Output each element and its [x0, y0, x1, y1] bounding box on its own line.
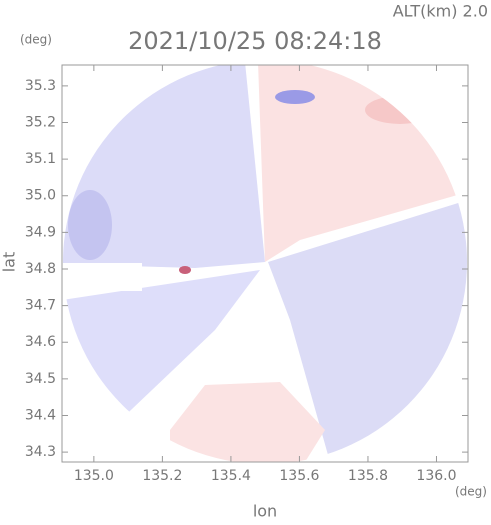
y-tick-label: 34.4 — [25, 407, 56, 423]
y-unit: (deg) — [20, 33, 52, 47]
y-tick-label: 34.8 — [25, 261, 56, 277]
x-unit: (deg) — [455, 485, 487, 499]
y-tick-label: 35.1 — [25, 151, 56, 167]
y-axis-label: lat — [0, 252, 19, 273]
y-tick-label: 34.9 — [25, 224, 56, 240]
plot-frame — [61, 64, 469, 463]
y-tick-label: 34.3 — [25, 444, 56, 460]
x-tick-label: 135.4 — [211, 468, 251, 484]
y-tick-label: 35.0 — [25, 188, 56, 204]
y-tick-label: 34.5 — [25, 371, 56, 387]
radar-field — [62, 65, 467, 462]
x-tick-label: 135.6 — [279, 468, 319, 484]
chart-title: 2021/10/25 08:24:18 — [128, 27, 382, 55]
y-tick-label: 35.3 — [25, 78, 56, 94]
x-tick-label: 135.0 — [74, 468, 114, 484]
x-tick-label: 135.8 — [348, 468, 388, 484]
annotation: ALT(km) 2.0 — [393, 2, 488, 21]
y-tick-label: 34.6 — [25, 334, 56, 350]
x-tick-label: 136.0 — [416, 468, 456, 484]
y-tick-label: 35.2 — [25, 114, 56, 130]
x-tick-label: 135.2 — [142, 468, 182, 484]
x-axis-label: lon — [253, 502, 277, 521]
y-tick-label: 34.7 — [25, 298, 56, 314]
